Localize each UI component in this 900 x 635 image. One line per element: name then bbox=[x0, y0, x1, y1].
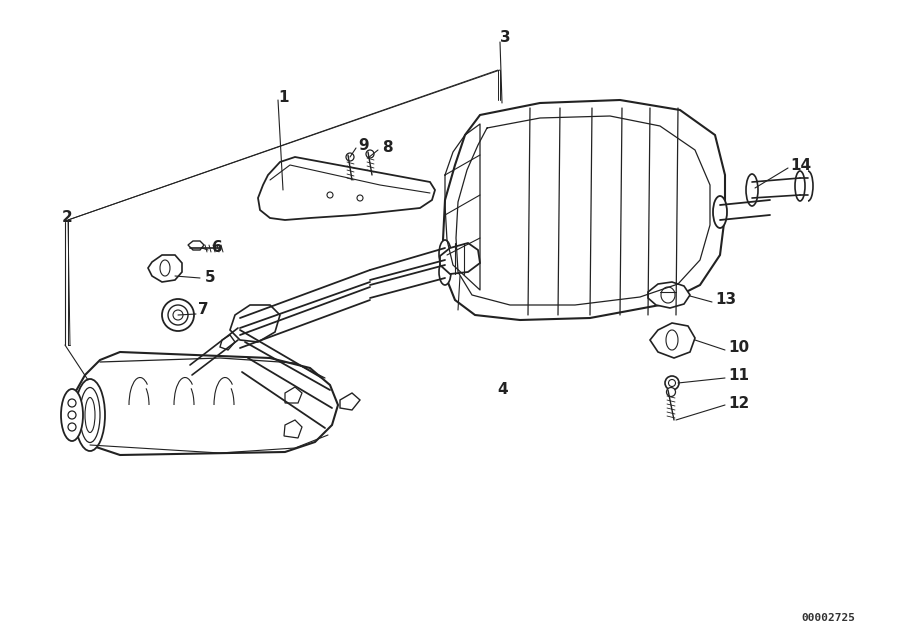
Polygon shape bbox=[220, 335, 235, 350]
Text: 10: 10 bbox=[728, 340, 749, 356]
Text: 2: 2 bbox=[62, 210, 73, 225]
Circle shape bbox=[357, 195, 363, 201]
Polygon shape bbox=[230, 305, 280, 342]
Circle shape bbox=[366, 150, 374, 158]
Circle shape bbox=[68, 399, 76, 407]
Polygon shape bbox=[148, 255, 182, 282]
Ellipse shape bbox=[75, 379, 105, 451]
Ellipse shape bbox=[713, 196, 727, 228]
Text: 3: 3 bbox=[500, 30, 510, 46]
Circle shape bbox=[173, 310, 183, 320]
Circle shape bbox=[162, 299, 194, 331]
Circle shape bbox=[68, 411, 76, 419]
Polygon shape bbox=[258, 157, 435, 220]
Ellipse shape bbox=[439, 240, 451, 268]
Polygon shape bbox=[440, 243, 480, 274]
Polygon shape bbox=[188, 241, 204, 250]
Polygon shape bbox=[284, 420, 302, 438]
Text: 8: 8 bbox=[382, 140, 392, 156]
Polygon shape bbox=[340, 393, 360, 410]
Text: 4: 4 bbox=[497, 382, 508, 398]
Ellipse shape bbox=[85, 398, 95, 432]
Polygon shape bbox=[650, 323, 695, 358]
Circle shape bbox=[346, 153, 354, 161]
Polygon shape bbox=[70, 352, 338, 455]
Text: 1: 1 bbox=[278, 91, 289, 105]
Polygon shape bbox=[285, 387, 302, 403]
Polygon shape bbox=[648, 282, 690, 308]
Text: 14: 14 bbox=[790, 157, 811, 173]
Text: 5: 5 bbox=[205, 269, 216, 284]
Circle shape bbox=[168, 305, 188, 325]
Ellipse shape bbox=[795, 171, 805, 201]
Text: 12: 12 bbox=[728, 396, 749, 410]
Text: 13: 13 bbox=[715, 293, 736, 307]
Circle shape bbox=[667, 387, 676, 396]
Ellipse shape bbox=[746, 174, 758, 206]
Circle shape bbox=[665, 376, 679, 390]
Ellipse shape bbox=[439, 259, 451, 285]
Text: 11: 11 bbox=[728, 368, 749, 384]
Circle shape bbox=[68, 423, 76, 431]
Ellipse shape bbox=[80, 387, 100, 443]
Text: 7: 7 bbox=[198, 302, 209, 318]
Circle shape bbox=[327, 192, 333, 198]
Text: 6: 6 bbox=[212, 239, 223, 255]
Text: 9: 9 bbox=[358, 138, 369, 152]
Polygon shape bbox=[443, 100, 725, 320]
Ellipse shape bbox=[61, 389, 83, 441]
Circle shape bbox=[669, 380, 676, 387]
Text: 00002725: 00002725 bbox=[801, 613, 855, 623]
